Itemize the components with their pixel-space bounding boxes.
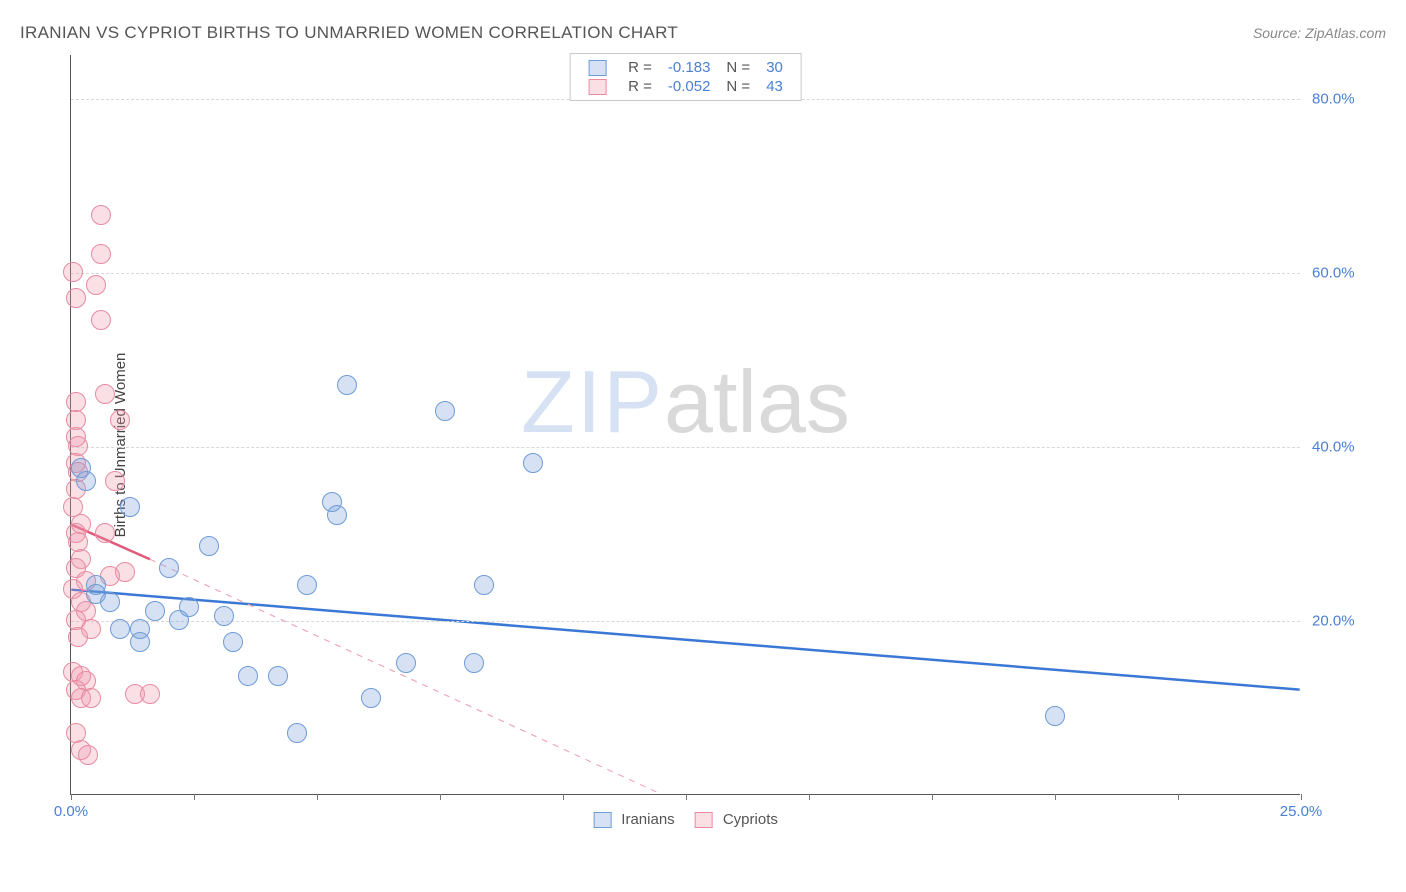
y-tick-label: 60.0% <box>1312 264 1372 281</box>
x-tick-mark <box>1301 794 1302 800</box>
data-point-cypriots <box>78 745 98 765</box>
legend-row-cypriots: R = -0.052 N = 43 <box>580 77 791 96</box>
swatch-cypriots <box>588 79 606 95</box>
x-tick-mark <box>809 794 810 800</box>
data-point-cypriots <box>91 205 111 225</box>
x-tick-mark <box>563 794 564 800</box>
data-point-iranians <box>130 619 150 639</box>
gridline <box>71 273 1300 274</box>
y-tick-label: 40.0% <box>1312 438 1372 455</box>
x-tick-mark <box>1055 794 1056 800</box>
data-point-iranians <box>159 558 179 578</box>
gridline <box>71 621 1300 622</box>
data-point-cypriots <box>91 310 111 330</box>
data-point-cypriots <box>140 684 160 704</box>
legend-label-iranians: Iranians <box>621 811 674 828</box>
data-point-iranians <box>76 471 96 491</box>
data-point-iranians <box>179 597 199 617</box>
data-point-iranians <box>1045 706 1065 726</box>
watermark: ZIPatlas <box>521 351 850 453</box>
legend-row-iranians: R = -0.183 N = 30 <box>580 58 791 77</box>
x-tick-label: 25.0% <box>1280 803 1323 820</box>
n-value-iranians: 30 <box>758 58 791 77</box>
data-point-iranians <box>435 401 455 421</box>
data-point-iranians <box>238 666 258 686</box>
r-label: R = <box>620 77 660 96</box>
x-tick-mark <box>194 794 195 800</box>
swatch-cypriots-bottom <box>695 812 713 828</box>
plot-container: Births to Unmarried Women ZIPatlas R = -… <box>50 55 1380 835</box>
data-point-cypriots <box>115 562 135 582</box>
correlation-legend: R = -0.183 N = 30 R = -0.052 N = 43 <box>569 53 802 101</box>
y-tick-label: 80.0% <box>1312 90 1372 107</box>
data-point-iranians <box>287 723 307 743</box>
chart-title: IRANIAN VS CYPRIOT BIRTHS TO UNMARRIED W… <box>20 23 678 43</box>
data-point-iranians <box>110 619 130 639</box>
r-value-iranians: -0.183 <box>660 58 719 77</box>
n-value-cypriots: 43 <box>758 77 791 96</box>
x-tick-mark <box>686 794 687 800</box>
swatch-iranians-bottom <box>593 812 611 828</box>
data-point-cypriots <box>91 244 111 264</box>
header-bar: IRANIAN VS CYPRIOT BIRTHS TO UNMARRIED W… <box>20 18 1386 48</box>
x-tick-label: 0.0% <box>54 803 88 820</box>
data-point-cypriots <box>68 627 88 647</box>
data-point-cypriots <box>81 688 101 708</box>
data-point-cypriots <box>66 288 86 308</box>
data-point-cypriots <box>95 384 115 404</box>
plot-area: ZIPatlas R = -0.183 N = 30 R = -0.052 N … <box>70 55 1300 795</box>
data-point-iranians <box>474 575 494 595</box>
legend-item-iranians: Iranians <box>593 811 675 828</box>
x-tick-mark <box>440 794 441 800</box>
data-point-iranians <box>199 536 219 556</box>
data-point-iranians <box>268 666 288 686</box>
data-point-cypriots <box>95 523 115 543</box>
n-label: N = <box>718 58 758 77</box>
watermark-zip: ZIP <box>521 352 664 451</box>
data-point-cypriots <box>63 262 83 282</box>
x-tick-mark <box>317 794 318 800</box>
data-point-iranians <box>100 592 120 612</box>
data-point-iranians <box>297 575 317 595</box>
data-point-cypriots <box>105 471 125 491</box>
data-point-iranians <box>361 688 381 708</box>
watermark-atlas: atlas <box>664 352 850 451</box>
data-point-iranians <box>327 505 347 525</box>
data-point-iranians <box>337 375 357 395</box>
y-tick-label: 20.0% <box>1312 612 1372 629</box>
series-legend: Iranians Cypriots <box>593 811 778 828</box>
data-point-iranians <box>214 606 234 626</box>
data-point-cypriots <box>86 275 106 295</box>
data-point-iranians <box>396 653 416 673</box>
data-point-iranians <box>120 497 140 517</box>
data-point-cypriots <box>110 410 130 430</box>
r-label: R = <box>620 58 660 77</box>
swatch-iranians <box>588 60 606 76</box>
legend-label-cypriots: Cypriots <box>723 811 778 828</box>
data-point-iranians <box>523 453 543 473</box>
x-tick-mark <box>932 794 933 800</box>
data-point-iranians <box>145 601 165 621</box>
x-tick-mark <box>71 794 72 800</box>
n-label: N = <box>718 77 758 96</box>
gridline <box>71 447 1300 448</box>
x-tick-mark <box>1178 794 1179 800</box>
legend-item-cypriots: Cypriots <box>695 811 778 828</box>
source-credit: Source: ZipAtlas.com <box>1253 25 1386 41</box>
data-point-iranians <box>223 632 243 652</box>
r-value-cypriots: -0.052 <box>660 77 719 96</box>
data-point-iranians <box>464 653 484 673</box>
